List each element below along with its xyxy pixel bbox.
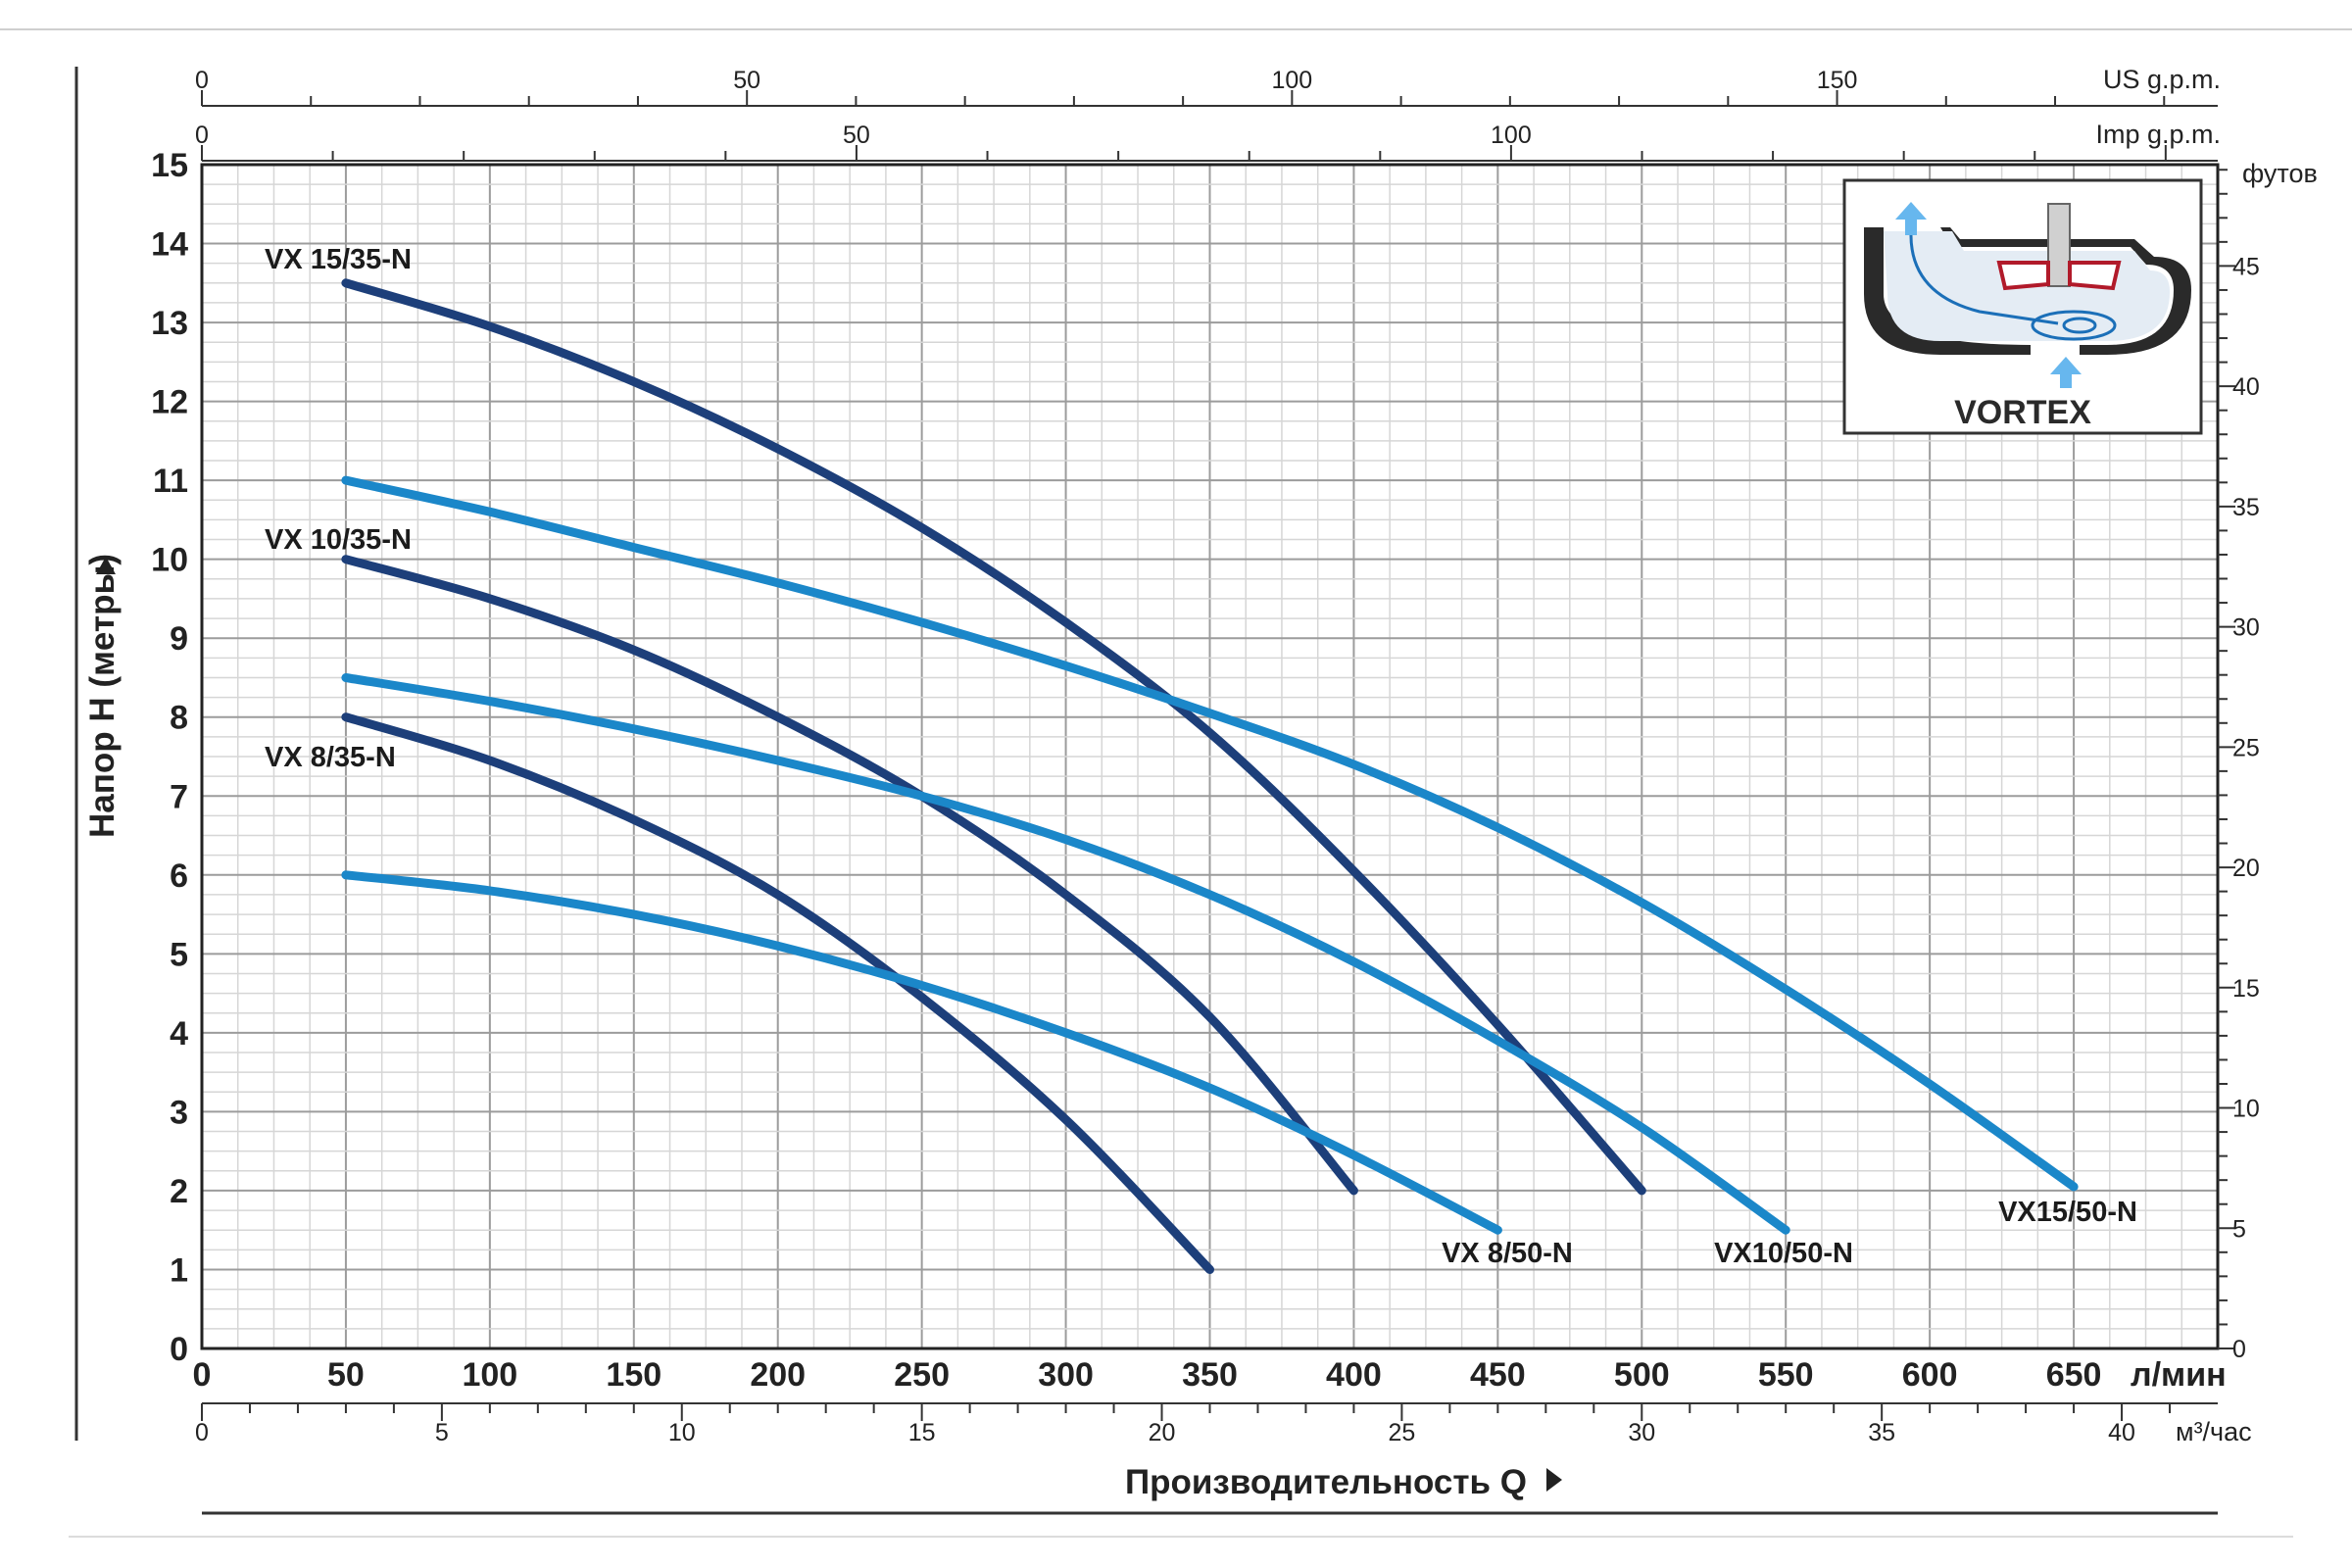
x-tick-label: 450 xyxy=(1470,1356,1526,1394)
vortex-label: VORTEX xyxy=(1954,394,2091,431)
curve-vx-15-35-n xyxy=(341,278,1646,1196)
vortex-inset: VORTEX xyxy=(1842,178,2203,435)
series-label: VX10/50-N xyxy=(1714,1238,1853,1269)
usgpm-tick-label: 100 xyxy=(1272,67,1313,94)
m3h-tick-label: 0 xyxy=(195,1419,209,1446)
series-label: VX15/50-N xyxy=(1998,1197,2137,1228)
x-tick-label: 350 xyxy=(1182,1356,1238,1394)
x-tick-label: 400 xyxy=(1326,1356,1382,1394)
y-tick-label: 2 xyxy=(170,1173,188,1210)
plot-frame xyxy=(0,28,2352,1538)
curve-vx-8-35-n xyxy=(341,712,1214,1274)
y-tick-label: 6 xyxy=(170,858,188,895)
series-label: VX 8/35-N xyxy=(265,742,396,773)
feet-tick-label: 40 xyxy=(2232,373,2260,401)
usgpm-tick-label: 50 xyxy=(733,67,760,94)
y-tick-label: 12 xyxy=(151,384,188,421)
feet-tick-label: 35 xyxy=(2232,494,2260,521)
y-tick-label: 11 xyxy=(153,463,188,500)
x-tick-label: 50 xyxy=(327,1356,365,1394)
m3h-tick-label: 30 xyxy=(1628,1419,1655,1446)
feet-tick-label: 25 xyxy=(2232,734,2260,761)
curve-vx10-50-n xyxy=(341,673,1790,1235)
series-label: VX 10/35-N xyxy=(265,524,412,556)
axes: 0 50 100 150 200 250 300 350 400 450 500 550 600 650 л… xyxy=(83,65,2318,1515)
feet-tick-label: 15 xyxy=(2232,975,2260,1003)
m3h-tick-label: 35 xyxy=(1868,1419,1895,1446)
usgpm-tick-label: 0 xyxy=(195,67,209,94)
m3h-tick-label: 10 xyxy=(668,1419,696,1446)
feet-tick-label: 10 xyxy=(2232,1096,2260,1123)
x-unit-label: л/мин xyxy=(2131,1356,2227,1394)
x-tick-label: 550 xyxy=(1758,1356,1814,1394)
m3h-tick-label: 5 xyxy=(435,1419,449,1446)
x-tick-label: 250 xyxy=(894,1356,950,1394)
feet-tick-label: 30 xyxy=(2232,614,2260,642)
x-tick-label: 200 xyxy=(750,1356,806,1394)
curve-vx15-50-n xyxy=(341,475,2079,1192)
y-axis-arrow xyxy=(96,557,116,574)
series-label: VX 15/35-N xyxy=(265,244,412,275)
y-tick-label: 10 xyxy=(151,542,188,579)
vortex-pump-illustration xyxy=(1864,202,2191,388)
impgpm-tick-label: 100 xyxy=(1491,122,1532,149)
m3h-tick-label: 25 xyxy=(1388,1419,1415,1446)
x-tick-label: 100 xyxy=(462,1356,517,1394)
x-tick-label: 0 xyxy=(193,1356,212,1394)
impgpm-tick-label: 0 xyxy=(195,122,209,149)
curve-labels: VX 15/35-N VX 10/35-N VX 8/35-N VX15/50-N VX… xyxy=(265,244,2137,1269)
curve-vx-10-35-n xyxy=(341,555,1358,1196)
impgpm-tick-label: 50 xyxy=(843,122,870,149)
feet-tick-label: 45 xyxy=(2232,253,2260,280)
y-tick-label: 15 xyxy=(151,147,188,184)
y-axis-title: Напор H (метры) xyxy=(83,554,122,838)
series-label: VX 8/50-N xyxy=(1442,1238,1573,1269)
m3h-unit-label: м³/час xyxy=(2176,1417,2252,1446)
plot-border xyxy=(200,163,2220,1350)
curves xyxy=(341,278,2079,1274)
y-tick-label: 9 xyxy=(170,620,188,658)
feet-tick-label: 20 xyxy=(2232,855,2260,882)
x-tick-label: 300 xyxy=(1038,1356,1094,1394)
curve-vx-8-50-n xyxy=(341,870,1502,1235)
impgpm-unit-label: Imp g.p.m. xyxy=(2095,120,2221,149)
y-tick-label: 13 xyxy=(151,305,188,342)
y-tick-label: 7 xyxy=(170,778,188,815)
x-tick-label: 600 xyxy=(1902,1356,1958,1394)
y-tick-label: 5 xyxy=(170,936,188,973)
x-tick-label: 500 xyxy=(1614,1356,1670,1394)
y-tick-label: 3 xyxy=(170,1094,188,1131)
usgpm-unit-label: US g.p.m. xyxy=(2103,65,2221,94)
y-tick-label: 1 xyxy=(170,1251,188,1289)
usgpm-tick-label: 150 xyxy=(1817,67,1858,94)
y-tick-label: 0 xyxy=(170,1331,188,1368)
m3h-tick-label: 15 xyxy=(908,1419,936,1446)
feet-unit-label: футов xyxy=(2242,159,2318,188)
m3h-tick-label: 20 xyxy=(1149,1419,1176,1446)
y-tick-label: 4 xyxy=(170,1015,188,1053)
y-tick-label: 8 xyxy=(170,700,188,737)
feet-tick-label: 5 xyxy=(2232,1215,2246,1243)
x-tick-label: 150 xyxy=(606,1356,662,1394)
m3h-tick-label: 40 xyxy=(2108,1419,2135,1446)
x-axis-arrow xyxy=(1546,1468,1562,1492)
y-tick-label: 14 xyxy=(151,226,188,264)
x-tick-label: 650 xyxy=(2046,1356,2102,1394)
x-axis-title: Производительность Q xyxy=(1125,1463,1527,1501)
feet-tick-label: 0 xyxy=(2232,1336,2246,1363)
